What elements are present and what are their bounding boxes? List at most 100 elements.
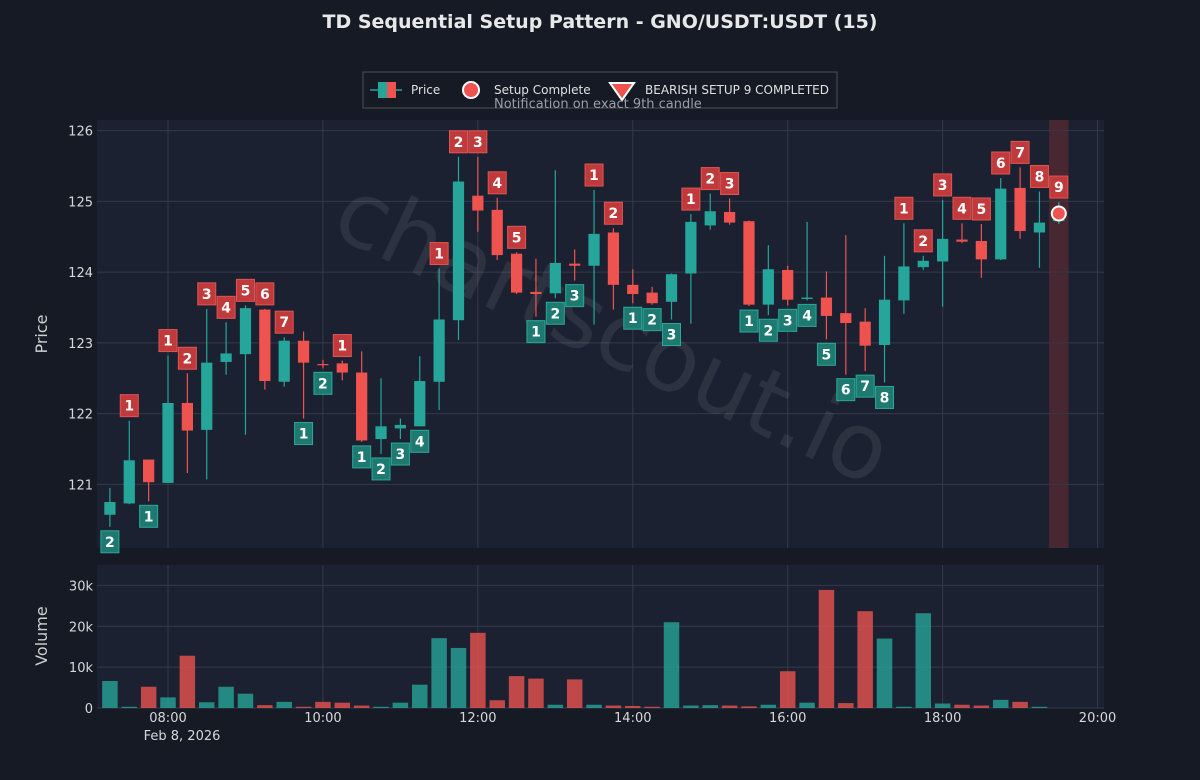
- volume-bar: [760, 704, 777, 708]
- td-count-label: 2: [545, 301, 565, 325]
- td-count-number: 1: [531, 325, 541, 341]
- candle: [859, 308, 871, 372]
- candle: [1033, 191, 1046, 268]
- candle: [472, 156, 484, 232]
- candle: [1014, 167, 1026, 239]
- candle: [549, 170, 561, 299]
- candle: [394, 418, 407, 440]
- candle-body: [878, 299, 891, 345]
- td-count-number: 7: [1015, 145, 1025, 161]
- td-count-number: 4: [221, 300, 231, 316]
- setup-highlight-layer: [1049, 120, 1069, 548]
- td-count-label: 2: [758, 318, 778, 342]
- td-count-box: [894, 196, 914, 220]
- volume-bar: [276, 701, 292, 708]
- volume-bar: [121, 706, 138, 708]
- td-count-number: 6: [996, 156, 1006, 172]
- td-count-number: 6: [841, 383, 851, 399]
- candle-body: [646, 292, 658, 304]
- td-count-label: 1: [584, 163, 604, 187]
- volume-tick-label: 20k: [69, 620, 94, 635]
- td-count-label: 2: [100, 530, 120, 554]
- candle: [995, 178, 1007, 261]
- candle-body: [917, 260, 929, 268]
- volume-bar: [876, 638, 893, 708]
- volume-bars: [102, 589, 1048, 708]
- candle-body: [259, 309, 271, 382]
- td-count-box: [1010, 140, 1030, 164]
- volume-bar: [373, 706, 389, 708]
- volume-tick-label: 30k: [69, 579, 94, 594]
- td-count-label: 3: [778, 308, 798, 332]
- legend: Price Setup Complete BEARISH SETUP 9 COM…: [362, 71, 838, 112]
- td-count-box: [952, 196, 972, 220]
- volume-bar: [295, 706, 312, 708]
- td-count-box: [390, 442, 410, 466]
- candle-body: [123, 460, 135, 504]
- candle-body: [820, 297, 833, 316]
- candle: [627, 269, 639, 304]
- td-count-label: 7: [855, 374, 875, 398]
- volume-bar: [702, 705, 718, 708]
- td-count-label: 3: [468, 130, 488, 154]
- td-count-box: [410, 429, 430, 453]
- candle: [685, 214, 697, 324]
- td-count-label: 2: [913, 229, 933, 253]
- td-count-number: 8: [1035, 169, 1045, 185]
- candle: [201, 308, 213, 480]
- candle: [356, 351, 368, 442]
- candle-body: [898, 266, 910, 301]
- candle: [162, 355, 174, 483]
- candle-body: [201, 362, 213, 430]
- td-count-label: 1: [681, 187, 701, 211]
- volume-bar: [257, 705, 273, 708]
- td-count-label: 3: [565, 284, 585, 308]
- td-count-number: 3: [396, 447, 406, 463]
- td-count-box: [294, 422, 314, 446]
- volume-bar: [1031, 706, 1048, 708]
- candle: [704, 193, 716, 230]
- td-count-number: 5: [512, 230, 522, 246]
- volume-bar: [1012, 701, 1028, 708]
- volume-bar: [412, 684, 428, 708]
- candle: [956, 223, 968, 244]
- time-tick-label: 18:00: [924, 711, 961, 726]
- candle: [937, 199, 949, 307]
- candle: [123, 420, 135, 505]
- td-count-label: 6: [836, 378, 856, 402]
- volume-bar: [160, 697, 176, 708]
- volume-bar: [334, 702, 351, 708]
- td-count-box: [100, 530, 120, 554]
- td-count-number: 3: [202, 287, 212, 303]
- td-count-number: 1: [589, 168, 599, 184]
- volume-bar: [644, 706, 660, 708]
- volume-bar: [779, 671, 796, 708]
- td-count-label: 2: [603, 201, 623, 225]
- td-count-number: 2: [182, 351, 192, 367]
- time-tick-label: 16:00: [769, 711, 806, 726]
- td-count-label: 4: [952, 196, 972, 220]
- price-tick-label: 123: [68, 337, 93, 352]
- td-count-number: 2: [918, 234, 928, 250]
- volume-bar: [237, 693, 254, 708]
- td-count-number: 5: [822, 347, 832, 363]
- td-count-number: 4: [415, 434, 425, 450]
- price-axis-label: Price: [32, 314, 51, 353]
- volume-tick-label: 0: [85, 702, 93, 717]
- candle-body: [452, 181, 465, 321]
- volume-bar: [547, 704, 564, 708]
- td-count-label: 1: [119, 394, 139, 418]
- td-count-box: [371, 457, 391, 481]
- candle-body: [356, 372, 368, 441]
- td-count-number: 9: [1054, 180, 1064, 196]
- volume-bar: [896, 706, 912, 708]
- td-count-number: 4: [492, 176, 502, 192]
- volume-bar: [586, 704, 602, 708]
- td-count-box: [526, 320, 546, 344]
- td-count-number: 2: [454, 135, 464, 151]
- td-count-box: [797, 303, 817, 327]
- td-count-number: 7: [860, 379, 870, 395]
- candle-body: [104, 502, 116, 515]
- volume-bar: [315, 701, 331, 708]
- td-count-number: 8: [880, 390, 890, 406]
